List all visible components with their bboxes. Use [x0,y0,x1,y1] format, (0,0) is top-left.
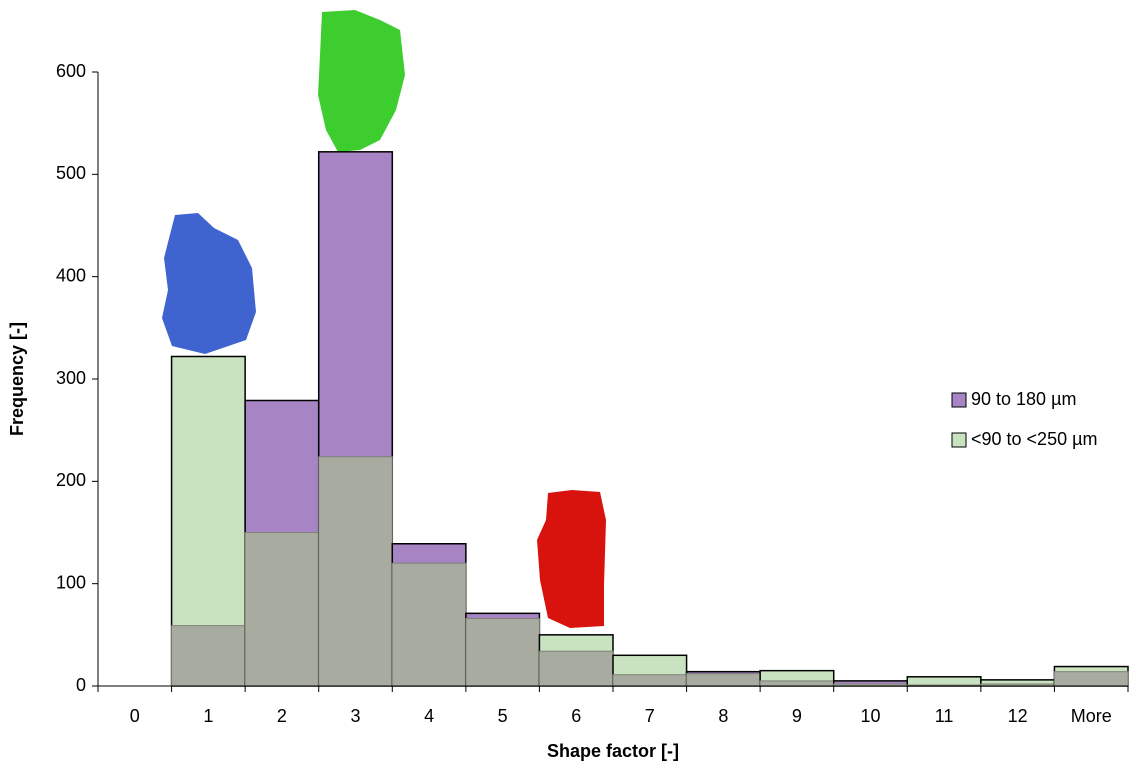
legend-swatch [951,392,967,408]
x-tick-label: 8 [718,706,728,726]
y-tick-label: 300 [56,368,86,388]
y-tick-label: 500 [56,163,86,183]
y-tick-label: 600 [56,61,86,81]
x-axis-title: Shape factor [-] [547,741,679,761]
x-tick-label: 11 [935,706,954,726]
x-tick-label: More [1071,706,1112,726]
x-tick-label: 12 [1008,706,1028,726]
bar [171,625,246,687]
x-tick-label: 7 [645,706,655,726]
blue-particle [162,213,256,354]
bar [1053,671,1129,687]
legend-label: <90 to <250 µm [971,429,1097,449]
y-tick-label: 200 [56,470,86,490]
x-tick-label: 1 [203,706,213,726]
bar [465,617,540,687]
green-particle [318,10,405,152]
x-tick-label: 6 [571,706,581,726]
x-tick-label: 5 [498,706,508,726]
x-tick-label: 4 [424,706,434,726]
x-tick-label: 9 [792,706,802,726]
y-tick-label: 400 [56,265,86,285]
red-particle [537,490,606,628]
bar [244,532,320,687]
bar [318,456,393,687]
x-tick-label: 2 [277,706,287,726]
y-axis-title: Frequency [-] [7,322,27,436]
bar [612,674,688,687]
bar [686,673,761,687]
x-tick-label: 10 [860,706,880,726]
bar [391,562,467,687]
x-tick-label: 3 [350,706,360,726]
bar [538,650,614,687]
bar [759,680,835,687]
y-tick-label: 0 [76,675,86,695]
legend-label: 90 to 180 µm [971,389,1076,409]
legend-swatch [951,432,967,448]
particle-images [162,10,606,628]
y-tick-label: 100 [56,572,86,592]
x-tick-label: 0 [130,706,140,726]
